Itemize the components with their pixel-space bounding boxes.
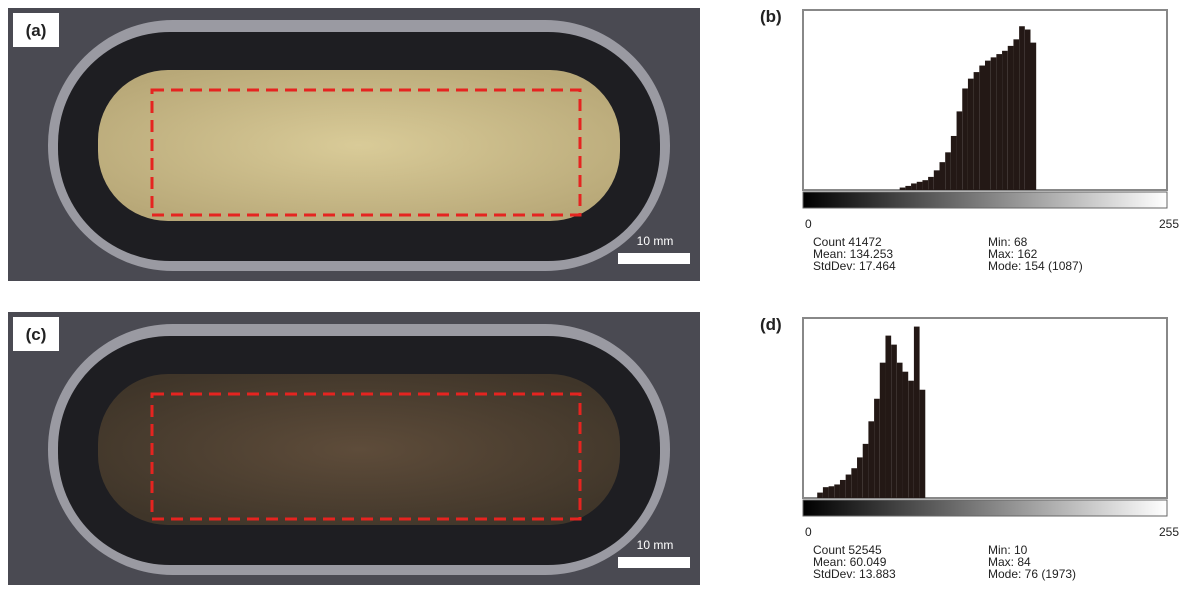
hist-bin <box>1030 42 1037 191</box>
stat-text: Mode: 76 (1973) <box>988 567 1076 581</box>
stat-text: Mean: 134.253 <box>813 247 893 261</box>
hist-bin <box>945 152 951 190</box>
sample-area <box>98 70 620 221</box>
stat-text: Mode: 154 (1087) <box>988 259 1083 273</box>
hist-bin <box>896 362 903 498</box>
roi-box <box>150 88 582 217</box>
hist-bin <box>885 335 892 498</box>
stat-text: Min: 10 <box>988 543 1028 557</box>
hist-bin <box>911 183 917 190</box>
hist-bin <box>1024 29 1031 190</box>
hist-bin <box>899 187 906 190</box>
hist-bin <box>891 344 897 498</box>
hist-bin <box>973 72 980 190</box>
scale-bar <box>618 253 690 264</box>
hist-bin <box>979 65 985 190</box>
stat-text: Count 41472 <box>813 235 882 249</box>
stat-text: Count 52545 <box>813 543 882 557</box>
hist-bin <box>922 180 929 190</box>
hist-bin <box>905 185 912 190</box>
hist-bin <box>913 326 920 498</box>
hist-bin <box>874 398 880 498</box>
hist-bin <box>845 474 852 498</box>
hist-bin <box>817 492 823 498</box>
hist-bin <box>933 170 940 190</box>
hist-bin <box>834 484 840 498</box>
hist-bin <box>950 135 957 190</box>
stat-text: Max: 84 <box>988 555 1031 569</box>
hist-bin <box>862 443 869 498</box>
hist-bin <box>990 57 997 190</box>
x-tick-label: 255 <box>1159 525 1179 539</box>
hist-bin <box>1007 45 1014 190</box>
gray-ramp <box>802 499 1168 517</box>
scale-bar-label: 10 mm <box>637 538 674 552</box>
hist-bin <box>879 362 886 498</box>
stat-text: StdDev: 17.464 <box>813 259 896 273</box>
stat-text: StdDev: 13.883 <box>813 567 896 581</box>
hist-bin <box>967 78 974 190</box>
label-box <box>13 13 59 47</box>
sample-area <box>98 374 620 525</box>
stat-text: Max: 162 <box>988 247 1038 261</box>
hist-bin <box>985 60 991 191</box>
x-tick-label: 0 <box>805 525 812 539</box>
hist-bin <box>857 457 863 498</box>
hist-bin <box>851 468 858 498</box>
panel-label: (a) <box>26 21 47 40</box>
hist-bin <box>962 88 968 190</box>
x-tick-label: 0 <box>805 217 812 231</box>
hist-bin <box>822 487 829 498</box>
scale-bar-label: 10 mm <box>637 234 674 248</box>
hist-bin <box>868 421 875 498</box>
hist-bin <box>839 479 846 498</box>
hist-bin <box>1019 26 1025 190</box>
roi-box <box>150 392 582 521</box>
hist-bin <box>1013 39 1020 190</box>
x-tick-label: 255 <box>1159 217 1179 231</box>
hist-bin <box>956 111 963 190</box>
hist-bin <box>996 54 1003 190</box>
hist-bin <box>939 162 946 190</box>
hist-bin <box>828 486 835 498</box>
hist-bin <box>902 371 909 498</box>
stat-text: Mean: 60.049 <box>813 555 887 569</box>
hist-bin <box>916 181 923 190</box>
panel-label: (c) <box>26 325 47 344</box>
hist-bin <box>919 389 926 498</box>
gray-ramp <box>802 191 1168 209</box>
stat-text: Min: 68 <box>988 235 1028 249</box>
hist-bin <box>1002 50 1008 190</box>
panel-label: (b) <box>760 7 782 26</box>
scale-bar <box>618 557 690 568</box>
label-box <box>13 317 59 351</box>
panel-label: (d) <box>760 315 782 334</box>
hist-bin <box>928 176 934 190</box>
hist-bin <box>908 380 914 498</box>
